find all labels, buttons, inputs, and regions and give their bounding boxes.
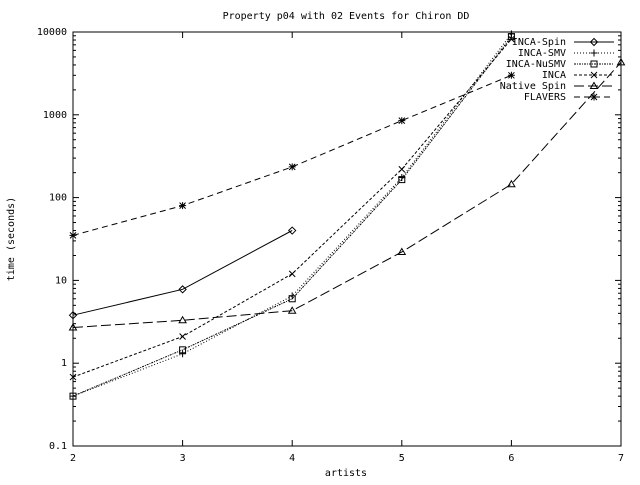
y-tick-label: 100 (49, 193, 67, 204)
legend-marker (589, 37, 599, 47)
data-point (397, 247, 407, 256)
legend-label: Native Spin (500, 81, 566, 92)
chart-title: Property p04 with 02 Events for Chiron D… (223, 11, 470, 22)
legend-label: FLAVERS (524, 92, 566, 103)
series-flavers (69, 71, 515, 239)
series-inca-nusmv (69, 33, 515, 400)
x-axis-label: artists (325, 468, 367, 479)
legend-label: INCA-NuSMV (506, 59, 566, 70)
series-layer (68, 30, 626, 400)
legend-label: INCA-Spin (512, 37, 566, 48)
data-point (288, 163, 296, 171)
data-point (616, 57, 626, 66)
data-point (288, 295, 296, 303)
legend-marker (590, 49, 598, 57)
legend-label: INCA (542, 70, 566, 81)
x-tick-label: 5 (399, 453, 405, 464)
series-line (72, 230, 293, 316)
data-point (178, 285, 187, 294)
y-axis-label: time (seconds) (6, 197, 17, 281)
data-point (179, 333, 186, 340)
y-tick-label: 1000 (43, 110, 67, 121)
series-line (72, 61, 622, 328)
series-inca (69, 35, 515, 381)
series-line (72, 33, 512, 397)
series-inca-smv (69, 30, 515, 400)
data-point (178, 315, 187, 324)
data-point (69, 373, 77, 381)
data-point (69, 392, 77, 400)
data-point (508, 35, 515, 43)
data-point (68, 322, 78, 331)
data-point (179, 202, 187, 210)
data-point (398, 165, 406, 173)
series-line (72, 74, 512, 236)
legend-marker (590, 60, 598, 68)
legend-marker (590, 93, 598, 101)
x-tick-label: 2 (70, 453, 76, 464)
series-line (72, 38, 512, 378)
data-point (179, 350, 187, 358)
series-inca-spin (68, 226, 297, 320)
y-tick-label: 10000 (37, 27, 67, 38)
data-point (288, 270, 296, 278)
legend-marker (590, 71, 598, 79)
x-tick-label: 7 (618, 453, 624, 464)
plot-area-frame (72, 31, 622, 447)
data-point (69, 392, 77, 400)
data-point (507, 71, 515, 79)
y-tick-label: 0.1 (49, 441, 67, 452)
data-point (287, 226, 297, 235)
series-native-spin (68, 57, 626, 331)
data-point (68, 310, 78, 320)
legend-label: INCA-SMV (518, 48, 566, 59)
x-tick-label: 3 (180, 453, 186, 464)
legend-marker (589, 81, 599, 89)
y-tick-label: 1 (61, 358, 67, 369)
data-point (507, 179, 516, 188)
data-point (398, 176, 406, 184)
data-point (179, 346, 187, 354)
series-line (72, 36, 512, 397)
y-tick-label: 10 (55, 275, 67, 286)
x-tick-label: 6 (508, 453, 514, 464)
data-point (69, 231, 77, 239)
data-point (398, 117, 406, 125)
x-tick-label: 4 (289, 453, 295, 464)
data-point (287, 306, 297, 314)
